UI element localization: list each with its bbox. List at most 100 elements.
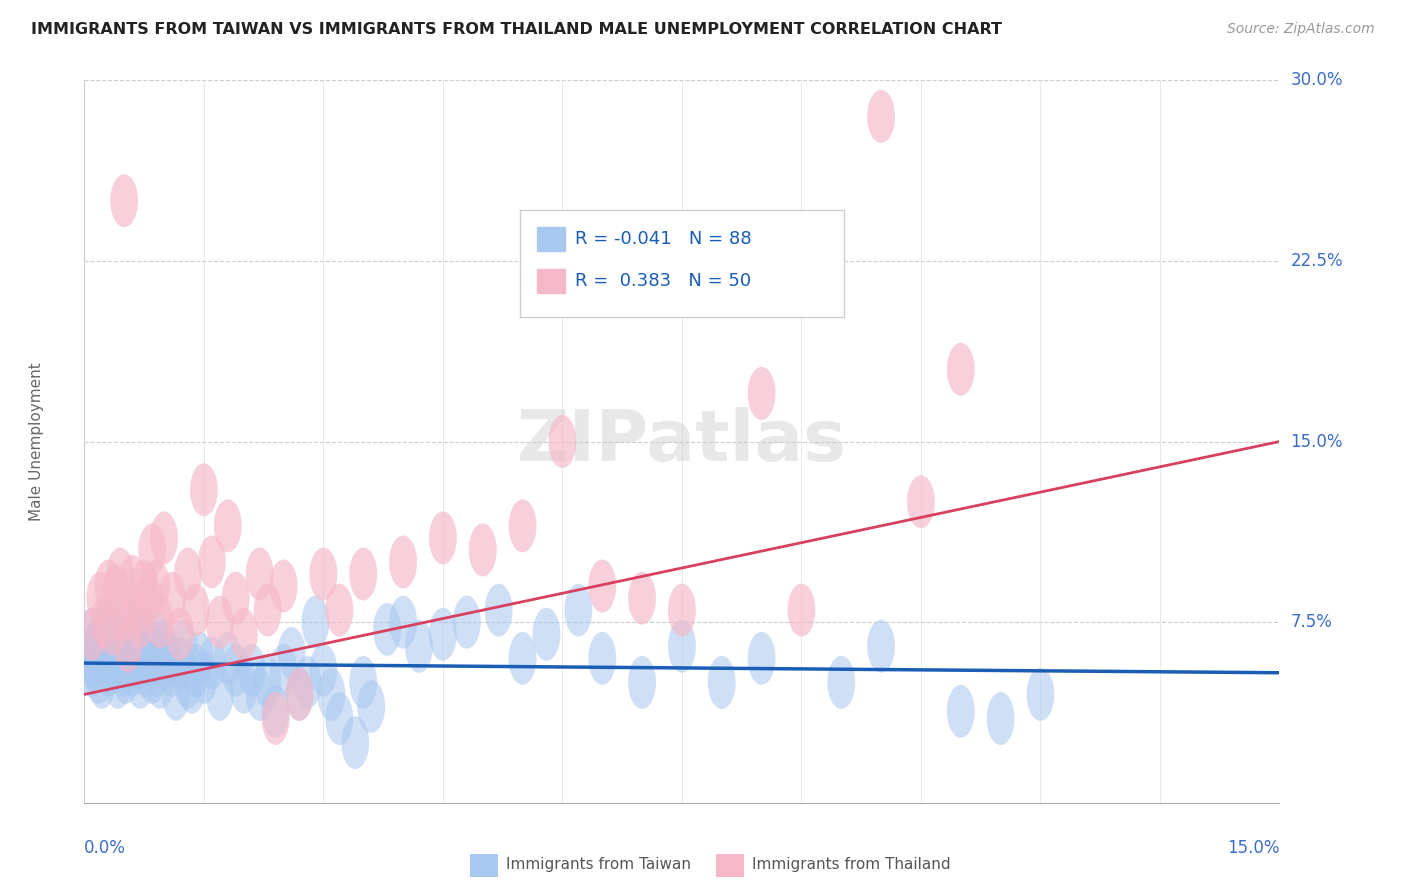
- Ellipse shape: [262, 692, 290, 745]
- Ellipse shape: [294, 656, 322, 709]
- Ellipse shape: [309, 548, 337, 600]
- Ellipse shape: [827, 656, 855, 709]
- Text: 7.5%: 7.5%: [1291, 613, 1333, 632]
- Ellipse shape: [668, 620, 696, 673]
- Ellipse shape: [429, 607, 457, 661]
- Text: 22.5%: 22.5%: [1291, 252, 1343, 270]
- Ellipse shape: [142, 644, 170, 697]
- Ellipse shape: [389, 535, 418, 589]
- Ellipse shape: [325, 692, 353, 745]
- Ellipse shape: [120, 620, 148, 673]
- Ellipse shape: [134, 572, 162, 624]
- Ellipse shape: [246, 668, 274, 721]
- Ellipse shape: [533, 607, 561, 661]
- Ellipse shape: [101, 620, 128, 673]
- Ellipse shape: [84, 651, 112, 704]
- Text: 30.0%: 30.0%: [1291, 71, 1343, 89]
- Ellipse shape: [205, 668, 233, 721]
- Ellipse shape: [349, 656, 377, 709]
- Ellipse shape: [131, 559, 157, 613]
- Ellipse shape: [79, 607, 107, 661]
- Ellipse shape: [468, 524, 496, 576]
- Ellipse shape: [138, 524, 166, 576]
- Ellipse shape: [118, 644, 146, 697]
- Ellipse shape: [98, 603, 127, 656]
- Ellipse shape: [94, 644, 122, 697]
- Ellipse shape: [946, 343, 974, 396]
- Ellipse shape: [90, 603, 118, 656]
- Ellipse shape: [166, 607, 194, 661]
- Text: 15.0%: 15.0%: [1227, 838, 1279, 857]
- Ellipse shape: [405, 620, 433, 673]
- Ellipse shape: [246, 548, 274, 600]
- Ellipse shape: [146, 596, 174, 648]
- Ellipse shape: [270, 559, 298, 613]
- Ellipse shape: [131, 644, 157, 697]
- Ellipse shape: [190, 463, 218, 516]
- Ellipse shape: [114, 596, 142, 648]
- Ellipse shape: [103, 565, 131, 617]
- Text: 0.0%: 0.0%: [84, 838, 127, 857]
- Ellipse shape: [787, 583, 815, 637]
- Ellipse shape: [134, 637, 162, 690]
- Ellipse shape: [325, 583, 353, 637]
- Ellipse shape: [277, 627, 305, 680]
- Ellipse shape: [77, 644, 104, 697]
- Ellipse shape: [125, 627, 152, 680]
- Ellipse shape: [143, 627, 172, 680]
- Ellipse shape: [198, 637, 226, 690]
- Ellipse shape: [132, 632, 160, 685]
- Text: R = -0.041   N = 88: R = -0.041 N = 88: [575, 230, 752, 248]
- Ellipse shape: [181, 583, 209, 637]
- Ellipse shape: [110, 174, 138, 227]
- Ellipse shape: [222, 572, 250, 624]
- Ellipse shape: [118, 555, 146, 607]
- Ellipse shape: [1026, 668, 1054, 721]
- Ellipse shape: [429, 511, 457, 565]
- Ellipse shape: [285, 668, 314, 721]
- Ellipse shape: [357, 680, 385, 733]
- Ellipse shape: [548, 415, 576, 468]
- Ellipse shape: [349, 548, 377, 600]
- Ellipse shape: [149, 620, 176, 673]
- Ellipse shape: [509, 632, 537, 685]
- Ellipse shape: [136, 620, 163, 673]
- Ellipse shape: [80, 637, 108, 690]
- Ellipse shape: [179, 661, 205, 714]
- Ellipse shape: [748, 632, 776, 685]
- Ellipse shape: [122, 583, 150, 637]
- Ellipse shape: [86, 613, 114, 665]
- Ellipse shape: [94, 559, 122, 613]
- Ellipse shape: [238, 644, 266, 697]
- Ellipse shape: [270, 644, 298, 697]
- Ellipse shape: [564, 583, 592, 637]
- Ellipse shape: [318, 668, 346, 721]
- Ellipse shape: [117, 632, 145, 685]
- Ellipse shape: [987, 692, 1015, 745]
- Ellipse shape: [707, 656, 735, 709]
- Ellipse shape: [138, 651, 166, 704]
- Ellipse shape: [748, 367, 776, 420]
- Ellipse shape: [946, 685, 974, 738]
- Ellipse shape: [79, 607, 107, 661]
- Ellipse shape: [150, 637, 179, 690]
- Ellipse shape: [214, 500, 242, 552]
- Ellipse shape: [907, 475, 935, 528]
- Ellipse shape: [229, 661, 257, 714]
- Ellipse shape: [229, 607, 257, 661]
- Ellipse shape: [198, 535, 226, 589]
- Ellipse shape: [127, 656, 155, 709]
- Ellipse shape: [114, 620, 142, 673]
- Ellipse shape: [174, 548, 202, 600]
- Ellipse shape: [373, 603, 401, 656]
- Ellipse shape: [342, 716, 370, 769]
- Ellipse shape: [141, 607, 169, 661]
- Ellipse shape: [170, 620, 198, 673]
- Ellipse shape: [122, 637, 150, 690]
- Ellipse shape: [253, 583, 281, 637]
- Ellipse shape: [166, 637, 194, 690]
- Ellipse shape: [868, 620, 896, 673]
- Ellipse shape: [157, 644, 186, 697]
- Ellipse shape: [628, 656, 657, 709]
- Ellipse shape: [128, 613, 156, 665]
